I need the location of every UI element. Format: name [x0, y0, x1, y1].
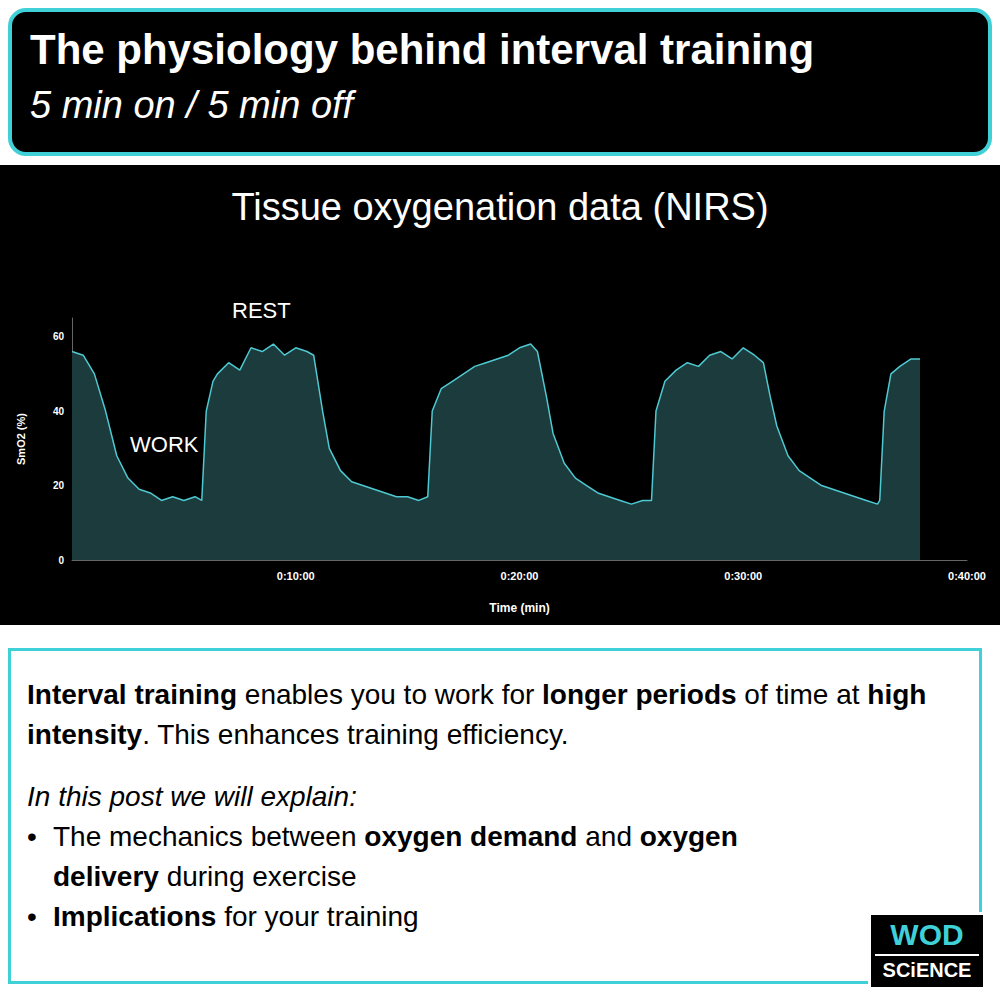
html-text:5 min on / 5 min off: 5 min on / 5 min off	[30, 84, 354, 126]
html-text:The physiology behind interval: The physiology behind interval training	[30, 26, 815, 73]
svg-text:SmO2 (%): SmO2 (%)	[15, 413, 27, 465]
svg-text:WORK: WORK	[130, 432, 199, 457]
svg-text:Time (min): Time (min)	[489, 601, 549, 615]
svg-text:60: 60	[53, 331, 65, 342]
html-text:WOD: WOD	[890, 918, 964, 951]
svg-text:40: 40	[53, 406, 65, 417]
svg-text:0:30:00: 0:30:00	[724, 570, 762, 582]
svg-text:20: 20	[53, 480, 65, 491]
html-text:SCiENCE: SCiENCE	[882, 959, 972, 981]
html-text:The mechanics between oxygen d: The mechanics between oxygen demand and …	[53, 821, 738, 892]
html-text:Implications for your training: Implications for your training	[53, 901, 419, 932]
svg-text:0: 0	[58, 555, 64, 566]
html-text:Interval training enables you: Interval training enables you to work fo…	[27, 679, 927, 750]
html-text:In this post we will explain:: In this post we will explain:	[27, 781, 357, 812]
svg-text:0:40:00: 0:40:00	[948, 570, 986, 582]
svg-text:Tissue oxygenation data (NIRS): Tissue oxygenation data (NIRS)	[231, 186, 768, 228]
svg-text:REST: REST	[232, 298, 291, 323]
svg-text:0:20:00: 0:20:00	[501, 570, 539, 582]
svg-text:0:10:00: 0:10:00	[277, 570, 315, 582]
